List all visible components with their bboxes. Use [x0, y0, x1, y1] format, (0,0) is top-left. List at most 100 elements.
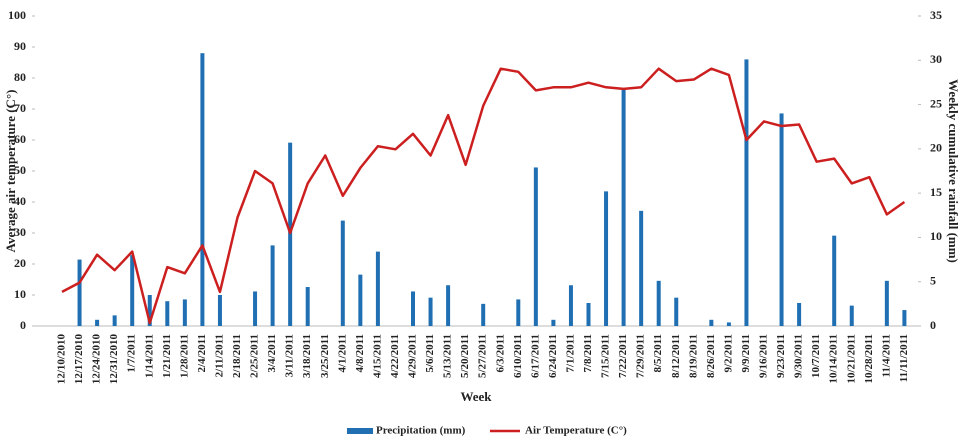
x-tick-label: 8/26/2011	[705, 334, 717, 378]
y-tick-label: 50	[14, 163, 26, 177]
y2-tick-label: 0	[930, 318, 936, 332]
x-tick-label: 7/15/2011	[600, 334, 612, 378]
bar	[674, 297, 679, 326]
x-tick-label: 10/21/2011	[845, 334, 857, 384]
y2-tick-label: 15	[930, 185, 942, 199]
bar	[656, 280, 661, 326]
x-tick-label: 1/28/2011	[178, 334, 190, 378]
bar	[340, 220, 345, 326]
bar	[604, 191, 609, 326]
x-tick-label: 10/28/2011	[863, 334, 875, 384]
bar	[411, 291, 415, 326]
y2-tick-label: 30	[930, 52, 942, 66]
bar	[95, 319, 100, 326]
y-tick-label: 80	[14, 70, 26, 84]
bar	[253, 291, 258, 326]
x-tick-label: 10/7/2011	[810, 334, 822, 378]
y-tick-label: 20	[14, 256, 26, 270]
y2-axis-label: Weekly cumulative rainfall (mm)	[946, 79, 961, 263]
bar	[586, 302, 591, 326]
x-tick-label: 3/25/2011	[319, 334, 331, 378]
x-tick-label: 2/4/2011	[196, 334, 208, 373]
bar	[568, 285, 573, 326]
bar	[77, 259, 82, 326]
y-tick-label: 40	[14, 194, 26, 208]
x-tick-label: 9/23/2011	[775, 334, 787, 378]
x-tick-label: 1/21/2011	[161, 334, 173, 378]
x-tick-label: 7/22/2011	[617, 334, 629, 378]
bar	[621, 88, 626, 326]
x-tick-label: 8/5/2011	[652, 334, 664, 373]
x-tick-label: 9/2/2011	[722, 334, 734, 373]
x-tick-label: 12/10/2010	[56, 334, 68, 385]
x-tick-label: 12/31/2010	[108, 334, 120, 385]
x-tick-label: 12/24/2010	[91, 334, 103, 385]
bar	[147, 295, 152, 326]
x-tick-label: 1/7/2011	[126, 334, 138, 373]
bar	[428, 297, 433, 326]
bar	[288, 142, 293, 326]
bar	[130, 255, 135, 326]
y-tick-label: 0	[20, 318, 26, 332]
x-tick-label: 2/25/2011	[249, 334, 261, 378]
bar	[446, 285, 451, 326]
bar	[533, 167, 538, 326]
bar	[112, 315, 117, 326]
bar	[797, 302, 802, 326]
y-tick-label: 60	[14, 132, 26, 146]
x-tick-label: 6/17/2011	[529, 334, 541, 378]
x-tick-label: 7/1/2011	[564, 334, 576, 373]
bar	[481, 303, 486, 326]
line	[61, 67, 906, 325]
legend-label: Precipitation (mm)	[376, 425, 466, 437]
x-axis-label: Week	[460, 389, 492, 404]
bar	[709, 319, 714, 326]
x-tick-label: 8/19/2011	[687, 334, 699, 378]
x-tick-label: 10/14/2011	[828, 334, 840, 384]
y2-tick-label: 10	[930, 229, 942, 243]
bar	[516, 299, 521, 326]
bar	[270, 245, 275, 326]
x-tick-label: 4/15/2011	[371, 334, 383, 378]
x-tick-label: 5/6/2011	[424, 334, 436, 373]
x-tick-label: 3/4/2011	[266, 334, 278, 373]
x-tick-label: 4/22/2011	[389, 334, 401, 378]
y2-tick-label: 25	[930, 96, 942, 110]
x-tick-label: 5/27/2011	[477, 334, 489, 378]
bar	[639, 210, 644, 326]
bar	[779, 113, 784, 326]
x-tick-label: 11/4/2011	[880, 334, 892, 377]
x-tick-label: 7/29/2011	[635, 334, 647, 378]
x-tick-label: 9/16/2011	[758, 334, 770, 378]
bar	[744, 59, 749, 327]
y2-tick-label: 5	[930, 273, 936, 287]
y-tick-label: 70	[14, 101, 26, 115]
y2-tick-label: 20	[930, 141, 942, 155]
bar	[182, 299, 187, 326]
x-tick-label: 7/8/2011	[582, 334, 594, 373]
x-tick-label: 11/11/2011	[898, 334, 910, 382]
x-tick-label: 4/1/2011	[336, 334, 348, 373]
x-tick-label: 8/12/2011	[670, 334, 682, 378]
x-tick-label: 5/20/2011	[459, 334, 471, 378]
x-tick-label: 4/29/2011	[407, 334, 419, 378]
x-tick-label: 5/13/2011	[442, 334, 454, 378]
x-tick-label: 9/30/2011	[793, 334, 805, 378]
y-tick-label: 10	[14, 287, 26, 301]
x-tick-label: 6/24/2011	[547, 334, 559, 378]
bar	[884, 280, 889, 326]
y2-tick-label: 35	[930, 8, 942, 22]
x-tick-label: 9/9/2011	[740, 334, 752, 373]
bar	[200, 53, 205, 326]
y-axis-label: Average air temperature (C°)	[3, 90, 18, 253]
x-tick-label: 3/11/2011	[284, 334, 296, 377]
bar	[832, 235, 837, 326]
y-tick-label: 100	[8, 8, 26, 22]
bar	[358, 274, 363, 326]
x-tick-label: 1/14/2011	[143, 334, 155, 378]
x-tick-label: 6/10/2011	[512, 334, 524, 378]
bar	[726, 322, 731, 326]
legend-swatch	[347, 428, 373, 434]
x-tick-label: 4/8/2011	[354, 334, 366, 373]
